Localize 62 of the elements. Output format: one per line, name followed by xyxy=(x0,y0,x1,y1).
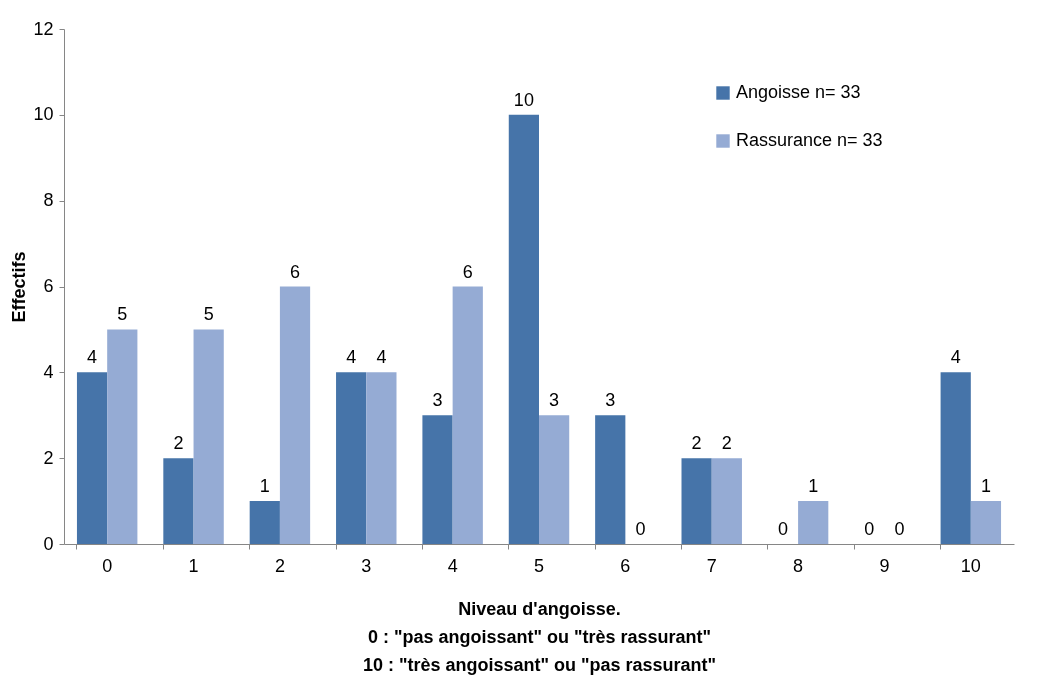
y-tick-label: 2 xyxy=(43,447,54,468)
x-axis-title: Niveau d'angoisse. 0 : "pas angoissant" ou "très rassurant" 10 : "très angoissant" ou "pas rassurant" xyxy=(362,598,717,675)
data-label: 4 xyxy=(346,347,357,368)
bar xyxy=(940,372,971,544)
data-label: 0 xyxy=(864,519,875,539)
data-label: 2 xyxy=(721,433,732,454)
data-label: 6 xyxy=(462,261,473,282)
bar xyxy=(422,415,453,544)
bar xyxy=(249,501,280,544)
bar xyxy=(681,458,712,544)
x-tick-label: 1 xyxy=(188,555,199,576)
bar xyxy=(336,372,367,544)
bar xyxy=(452,286,483,544)
x-tick-label: 6 xyxy=(620,555,631,576)
legend-label: Rassurance n= 33 xyxy=(736,130,883,150)
y-tick-label: 4 xyxy=(43,361,54,382)
bar xyxy=(595,415,626,544)
bar xyxy=(366,372,397,544)
data-label: 2 xyxy=(691,433,702,454)
data-label: 0 xyxy=(635,519,646,539)
data-label: 2 xyxy=(173,433,184,454)
x-tick-label: 8 xyxy=(793,555,804,576)
data-label: 0 xyxy=(894,519,905,539)
bar xyxy=(279,286,311,544)
y-tick-label: 12 xyxy=(33,18,54,39)
data-label: 3 xyxy=(432,390,443,411)
bar xyxy=(711,458,742,544)
x-tick-label: 7 xyxy=(706,555,717,576)
x-tick-label: 10 xyxy=(960,555,981,576)
x-tick-label: 3 xyxy=(361,555,372,576)
y-tick-label: 10 xyxy=(33,104,54,125)
x-tick-label: 5 xyxy=(533,555,545,576)
y-tick-label: 6 xyxy=(43,276,54,296)
bar xyxy=(508,114,539,544)
x-tick-label: 2 xyxy=(274,555,285,576)
data-label: 5 xyxy=(117,304,128,325)
x-tick-label: 4 xyxy=(447,555,458,576)
bar xyxy=(163,458,194,544)
bar xyxy=(76,372,108,544)
y-axis-title: Effectifs xyxy=(9,251,30,323)
data-label: 1 xyxy=(808,476,819,497)
y-tick-label: 8 xyxy=(43,190,54,211)
data-label: 1 xyxy=(259,476,270,497)
data-label: 0 xyxy=(777,519,788,539)
data-label: 3 xyxy=(605,390,616,411)
bar xyxy=(970,501,1002,544)
bar xyxy=(107,329,138,544)
legend-label: Angoisse n= 33 xyxy=(736,82,861,102)
x-tick-label: 9 xyxy=(879,555,890,576)
data-label: 10 xyxy=(513,89,534,110)
data-label: 6 xyxy=(290,261,301,282)
data-label: 4 xyxy=(376,347,387,368)
data-label: 3 xyxy=(549,390,560,411)
data-label: 1 xyxy=(980,476,991,497)
data-label: 4 xyxy=(87,347,98,368)
x-tick-label: 0 xyxy=(102,555,113,576)
data-label: 4 xyxy=(950,347,961,368)
bar xyxy=(798,501,829,544)
data-label: 5 xyxy=(203,304,214,325)
bar xyxy=(193,329,224,544)
bar xyxy=(539,415,570,544)
y-tick-label: 0 xyxy=(43,533,54,554)
